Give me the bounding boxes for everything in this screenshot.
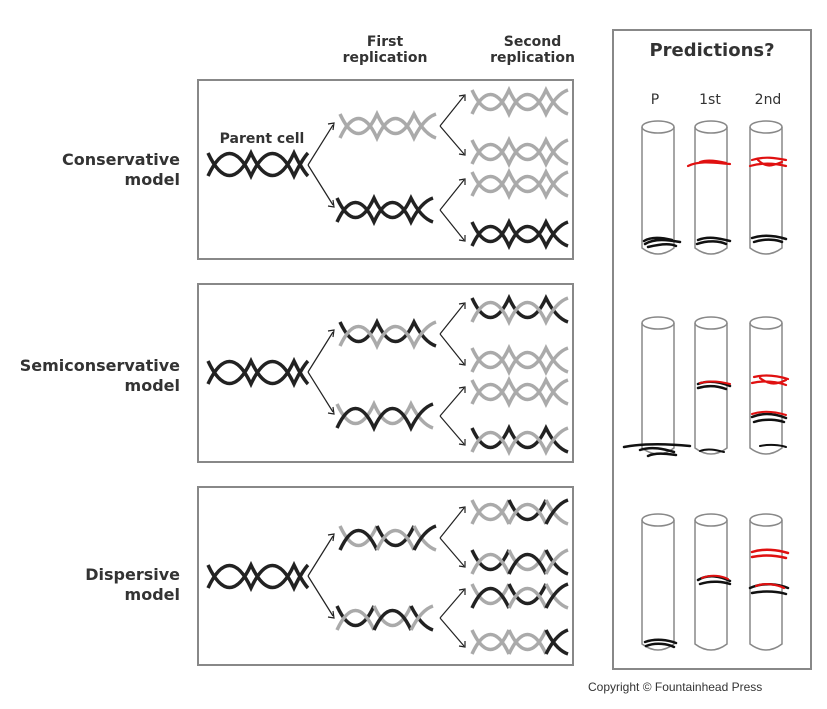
parent-helix-dark xyxy=(206,148,310,178)
column-label-p: P xyxy=(650,92,660,108)
band-mark xyxy=(750,412,788,424)
band-mark xyxy=(750,374,790,387)
band-mark xyxy=(750,548,790,560)
prediction-marks xyxy=(622,156,790,649)
band-mark xyxy=(699,448,725,453)
band-mark xyxy=(750,234,788,244)
band-mark xyxy=(701,574,729,580)
band-mark xyxy=(699,380,731,385)
conservative-model-label: Conservative model xyxy=(61,150,180,189)
semiconservative-model-label: Semiconservative model xyxy=(19,356,180,395)
copyright-text: Copyright © Fountainhead Press xyxy=(588,680,763,694)
band-mark xyxy=(642,236,682,249)
band-mark xyxy=(748,156,788,168)
band-mark xyxy=(643,638,678,649)
predictions-panel xyxy=(612,29,812,670)
semiconservative-helices xyxy=(206,293,569,457)
band-mark xyxy=(759,443,787,448)
dispersive-helices xyxy=(206,498,569,656)
parent-cell-label: Parent cell xyxy=(220,131,305,147)
predictions-title: Predictions? xyxy=(649,40,775,61)
second-replication-header: Second replication xyxy=(490,34,575,66)
band-mark xyxy=(686,159,732,168)
conservative-helices xyxy=(206,85,569,251)
column-label-1st: 1st xyxy=(699,92,721,108)
band-mark xyxy=(754,582,786,590)
dispersive-model-label: Dispersive model xyxy=(85,565,180,604)
band-mark xyxy=(622,442,692,458)
band-mark xyxy=(751,410,787,416)
band-mark xyxy=(695,236,732,246)
column-label-2nd: 2nd xyxy=(754,92,782,108)
first-replication-header: First replication xyxy=(342,34,428,66)
